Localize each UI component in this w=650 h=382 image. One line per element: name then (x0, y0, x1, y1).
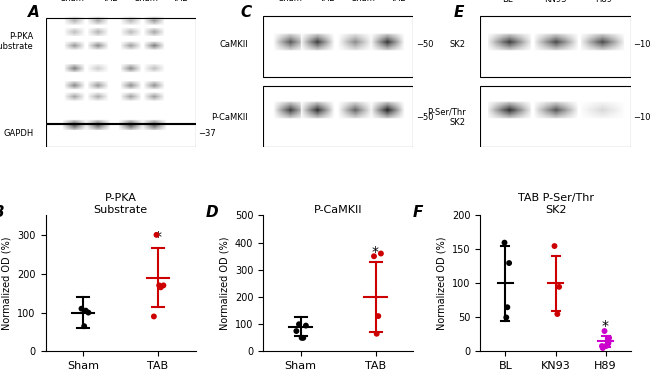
Point (369, 253, 379, 259)
Point (599, 328, 610, 334)
Point (296, 335, 307, 341)
Point (298, 335, 309, 341)
Point (151, 232, 162, 238)
Point (83, 309, 94, 316)
Point (504, 260, 514, 266)
Point (603, 340, 614, 346)
Bar (46, 18, 196, 123)
Text: P-PKA
Substrate: P-PKA Substrate (0, 32, 34, 51)
Point (501, 314, 512, 320)
Text: P-Ser/Thr
SK2: P-Ser/Thr SK2 (427, 108, 465, 127)
Text: Sham: Sham (278, 0, 302, 3)
Point (154, 282, 164, 288)
Title: P-PKA
Substrate: P-PKA Substrate (94, 193, 148, 215)
Text: −100: −100 (634, 40, 650, 49)
Y-axis label: Normalized OD (%): Normalized OD (%) (437, 237, 447, 330)
Title: TAB P-Ser/Thr
SK2: TAB P-Ser/Thr SK2 (517, 193, 593, 215)
Bar (480, 86, 630, 147)
Point (294, 321, 304, 327)
Bar (480, 16, 630, 77)
Text: P-CaMKII: P-CaMKII (211, 113, 248, 122)
Point (291, 328, 302, 334)
Point (76, 306, 86, 312)
Text: TAB: TAB (172, 0, 188, 3)
Text: TAB: TAB (102, 0, 118, 3)
Point (79, 323, 90, 329)
Title: P-CaMKII: P-CaMKII (314, 205, 362, 215)
Bar (263, 16, 413, 77)
Point (597, 344, 608, 350)
Point (552, 311, 562, 317)
Text: −100: −100 (634, 113, 650, 122)
Text: GAPDH: GAPDH (3, 129, 34, 138)
Text: −50: −50 (416, 113, 434, 122)
Text: BL: BL (502, 0, 513, 4)
Text: H89: H89 (595, 0, 612, 4)
Text: SK2: SK2 (450, 40, 465, 49)
Text: Sham: Sham (60, 0, 84, 3)
Text: A: A (27, 5, 39, 19)
Point (597, 343, 607, 349)
Text: CaMKII: CaMKII (219, 40, 248, 49)
Point (604, 335, 614, 341)
Text: TAB: TAB (320, 0, 335, 3)
Point (81, 308, 91, 314)
Text: *: * (155, 230, 161, 244)
Text: KN93: KN93 (544, 0, 567, 4)
Text: −37: −37 (198, 129, 216, 138)
Text: F: F (413, 205, 423, 220)
Point (602, 342, 612, 348)
Point (376, 251, 386, 257)
Text: C: C (240, 5, 252, 19)
Point (372, 331, 382, 337)
Text: E: E (454, 5, 464, 19)
Text: TAB: TAB (390, 0, 406, 3)
Point (149, 313, 159, 319)
Text: *: * (372, 245, 379, 259)
Text: Sham: Sham (134, 0, 158, 3)
Text: Sham: Sham (352, 0, 376, 3)
Point (601, 343, 612, 349)
Bar (263, 86, 413, 147)
Point (155, 284, 166, 290)
Text: −50: −50 (416, 40, 434, 49)
Point (502, 304, 513, 310)
Point (499, 240, 510, 246)
Text: D: D (206, 205, 218, 220)
Bar (46, 124, 196, 147)
Y-axis label: Normalized OD (%): Normalized OD (%) (219, 237, 229, 330)
Point (597, 345, 608, 351)
Text: B: B (0, 205, 5, 220)
Text: *: * (602, 319, 609, 333)
Y-axis label: Normalized OD (%): Normalized OD (%) (2, 237, 12, 330)
Point (554, 284, 564, 290)
Point (373, 313, 384, 319)
Point (301, 322, 311, 329)
Point (158, 282, 168, 288)
Point (549, 243, 560, 249)
